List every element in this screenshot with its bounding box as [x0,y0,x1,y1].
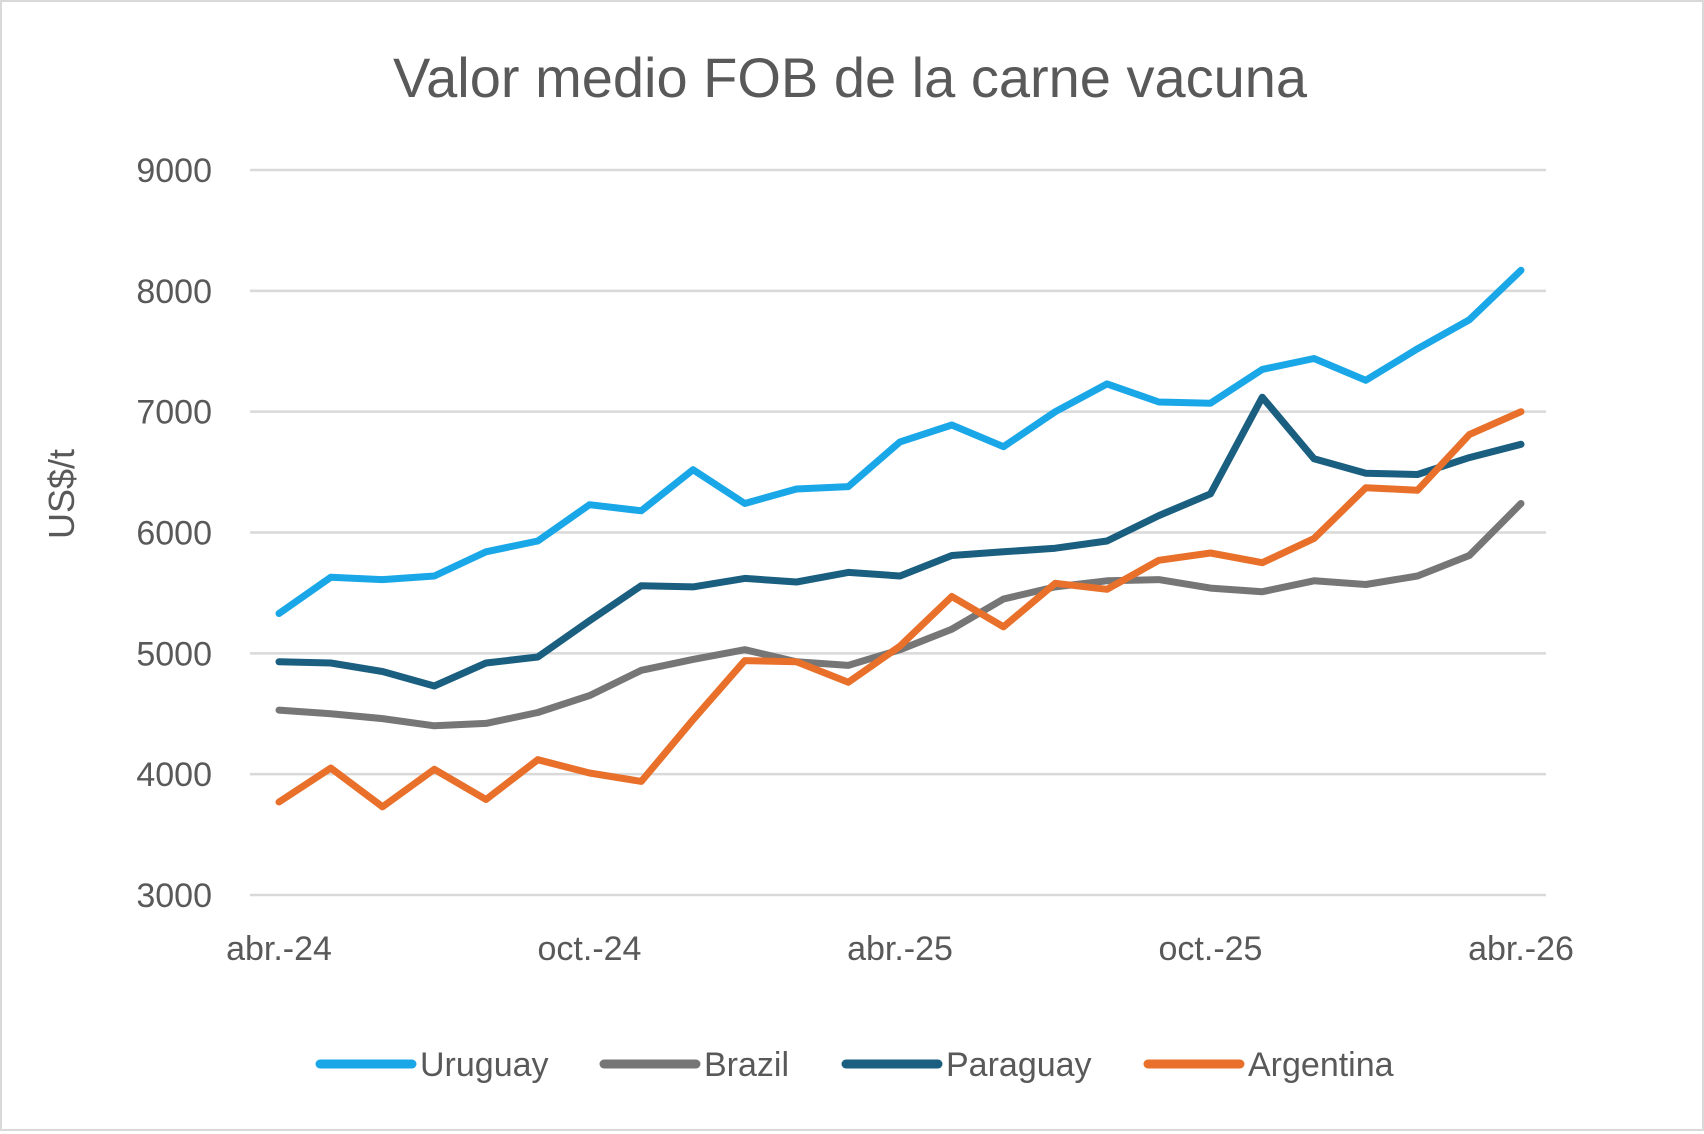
y-tick-label: 8000 [136,273,212,311]
legend-label-uruguay: Uruguay [420,1046,549,1084]
y-tick-label: 4000 [136,756,212,794]
chart-title: Valor medio FOB de la carne vacuna [393,46,1308,109]
x-tick-label: abr.-26 [1468,930,1574,968]
series-line-argentina [275,408,1525,811]
y-axis-label: US$/t [41,449,82,539]
y-tick-label: 9000 [136,152,212,190]
x-tick-label: oct.-25 [1159,930,1263,968]
y-tick-label: 6000 [136,515,212,553]
series-line-uruguay [275,266,1525,617]
y-tick-label: 7000 [136,394,212,432]
legend-label-paraguay: Paraguay [946,1046,1092,1084]
x-tick-labels: abr.-24 oct.-24 abr.-25 oct.-25 abr.-26 [226,930,1574,968]
legend-label-brazil: Brazil [704,1046,789,1084]
legend: Uruguay Brazil Paraguay Argentina [315,1046,1394,1084]
y-tick-label: 5000 [136,635,212,673]
legend-label-argentina: Argentina [1248,1046,1394,1084]
y-tick-labels: 9000 8000 7000 6000 5000 4000 3000 [136,152,212,915]
x-tick-label: oct.-24 [538,930,642,968]
y-tick-label: 3000 [136,877,212,915]
series-lines [275,266,1525,811]
series-line-brazil [275,500,1525,730]
x-tick-label: abr.-25 [847,930,953,968]
gridlines [250,168,1546,897]
series-line-paraguay [275,393,1525,690]
x-tick-label: abr.-24 [226,930,332,968]
